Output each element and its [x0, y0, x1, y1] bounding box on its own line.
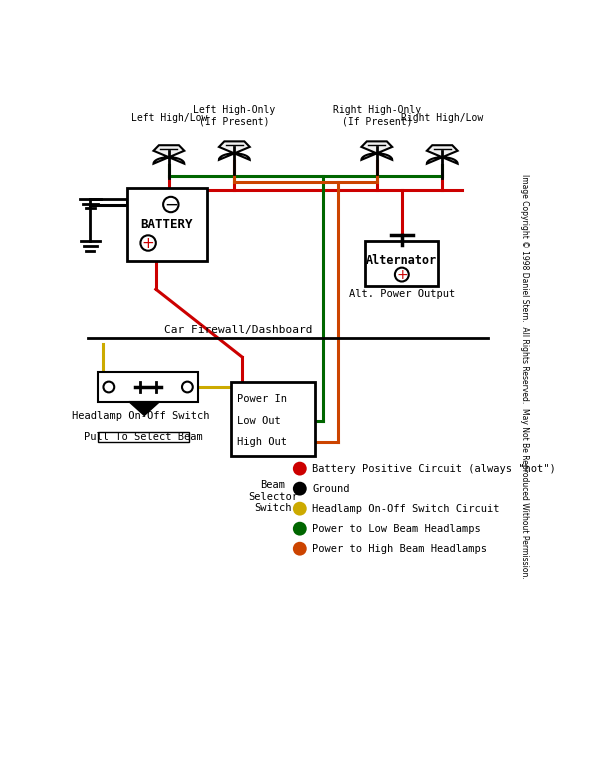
Text: −: −: [164, 196, 178, 214]
Text: +: +: [396, 268, 407, 282]
Text: High Out: High Out: [236, 438, 287, 447]
Bar: [127, 187, 208, 261]
Text: Left High/Low: Left High/Low: [131, 113, 207, 123]
Text: Battery Positive Circuit (always "hot"): Battery Positive Circuit (always "hot"): [312, 463, 556, 473]
Text: Ground: Ground: [312, 484, 350, 494]
Circle shape: [293, 482, 307, 495]
Text: Image Copyright © 1998 Daniel Stern.  All Rights Reserved.  May Not Be Reproduce: Image Copyright © 1998 Daniel Stern. All…: [520, 174, 529, 578]
Bar: [98, 432, 189, 442]
Text: Right High/Low: Right High/Low: [401, 113, 484, 123]
Circle shape: [293, 522, 307, 536]
Text: BATTERY: BATTERY: [141, 218, 193, 231]
Text: Power In: Power In: [236, 394, 287, 404]
Text: Headlamp On-Off Switch Circuit: Headlamp On-Off Switch Circuit: [312, 504, 500, 514]
Text: Low Out: Low Out: [236, 416, 280, 426]
Text: Alternator: Alternator: [366, 254, 437, 267]
Circle shape: [293, 542, 307, 556]
Text: Headlamp On-Off Switch: Headlamp On-Off Switch: [71, 411, 209, 421]
Text: Beam
Selector
Switch: Beam Selector Switch: [248, 480, 298, 514]
Polygon shape: [219, 142, 250, 160]
Circle shape: [395, 268, 409, 282]
Circle shape: [140, 235, 156, 250]
Circle shape: [103, 381, 114, 393]
Circle shape: [182, 381, 193, 393]
Text: Car Firewall/Dashboard: Car Firewall/Dashboard: [164, 325, 313, 335]
Text: Pull To Select Beam: Pull To Select Beam: [84, 432, 203, 442]
Circle shape: [293, 501, 307, 516]
Text: Power to Low Beam Headlamps: Power to Low Beam Headlamps: [312, 524, 481, 533]
Polygon shape: [154, 145, 184, 164]
Polygon shape: [129, 402, 160, 416]
Text: Right High-Only
(If Present): Right High-Only (If Present): [333, 105, 421, 127]
Text: +: +: [142, 235, 154, 250]
Bar: [230, 382, 315, 456]
Polygon shape: [427, 145, 458, 164]
Text: Left High-Only
(If Present): Left High-Only (If Present): [193, 105, 275, 127]
Polygon shape: [361, 142, 392, 160]
Circle shape: [163, 197, 179, 212]
Text: Power to High Beam Headlamps: Power to High Beam Headlamps: [312, 543, 487, 554]
Bar: [365, 241, 439, 286]
Bar: [98, 372, 198, 402]
Circle shape: [293, 462, 307, 476]
Text: Alt. Power Output: Alt. Power Output: [349, 289, 455, 299]
